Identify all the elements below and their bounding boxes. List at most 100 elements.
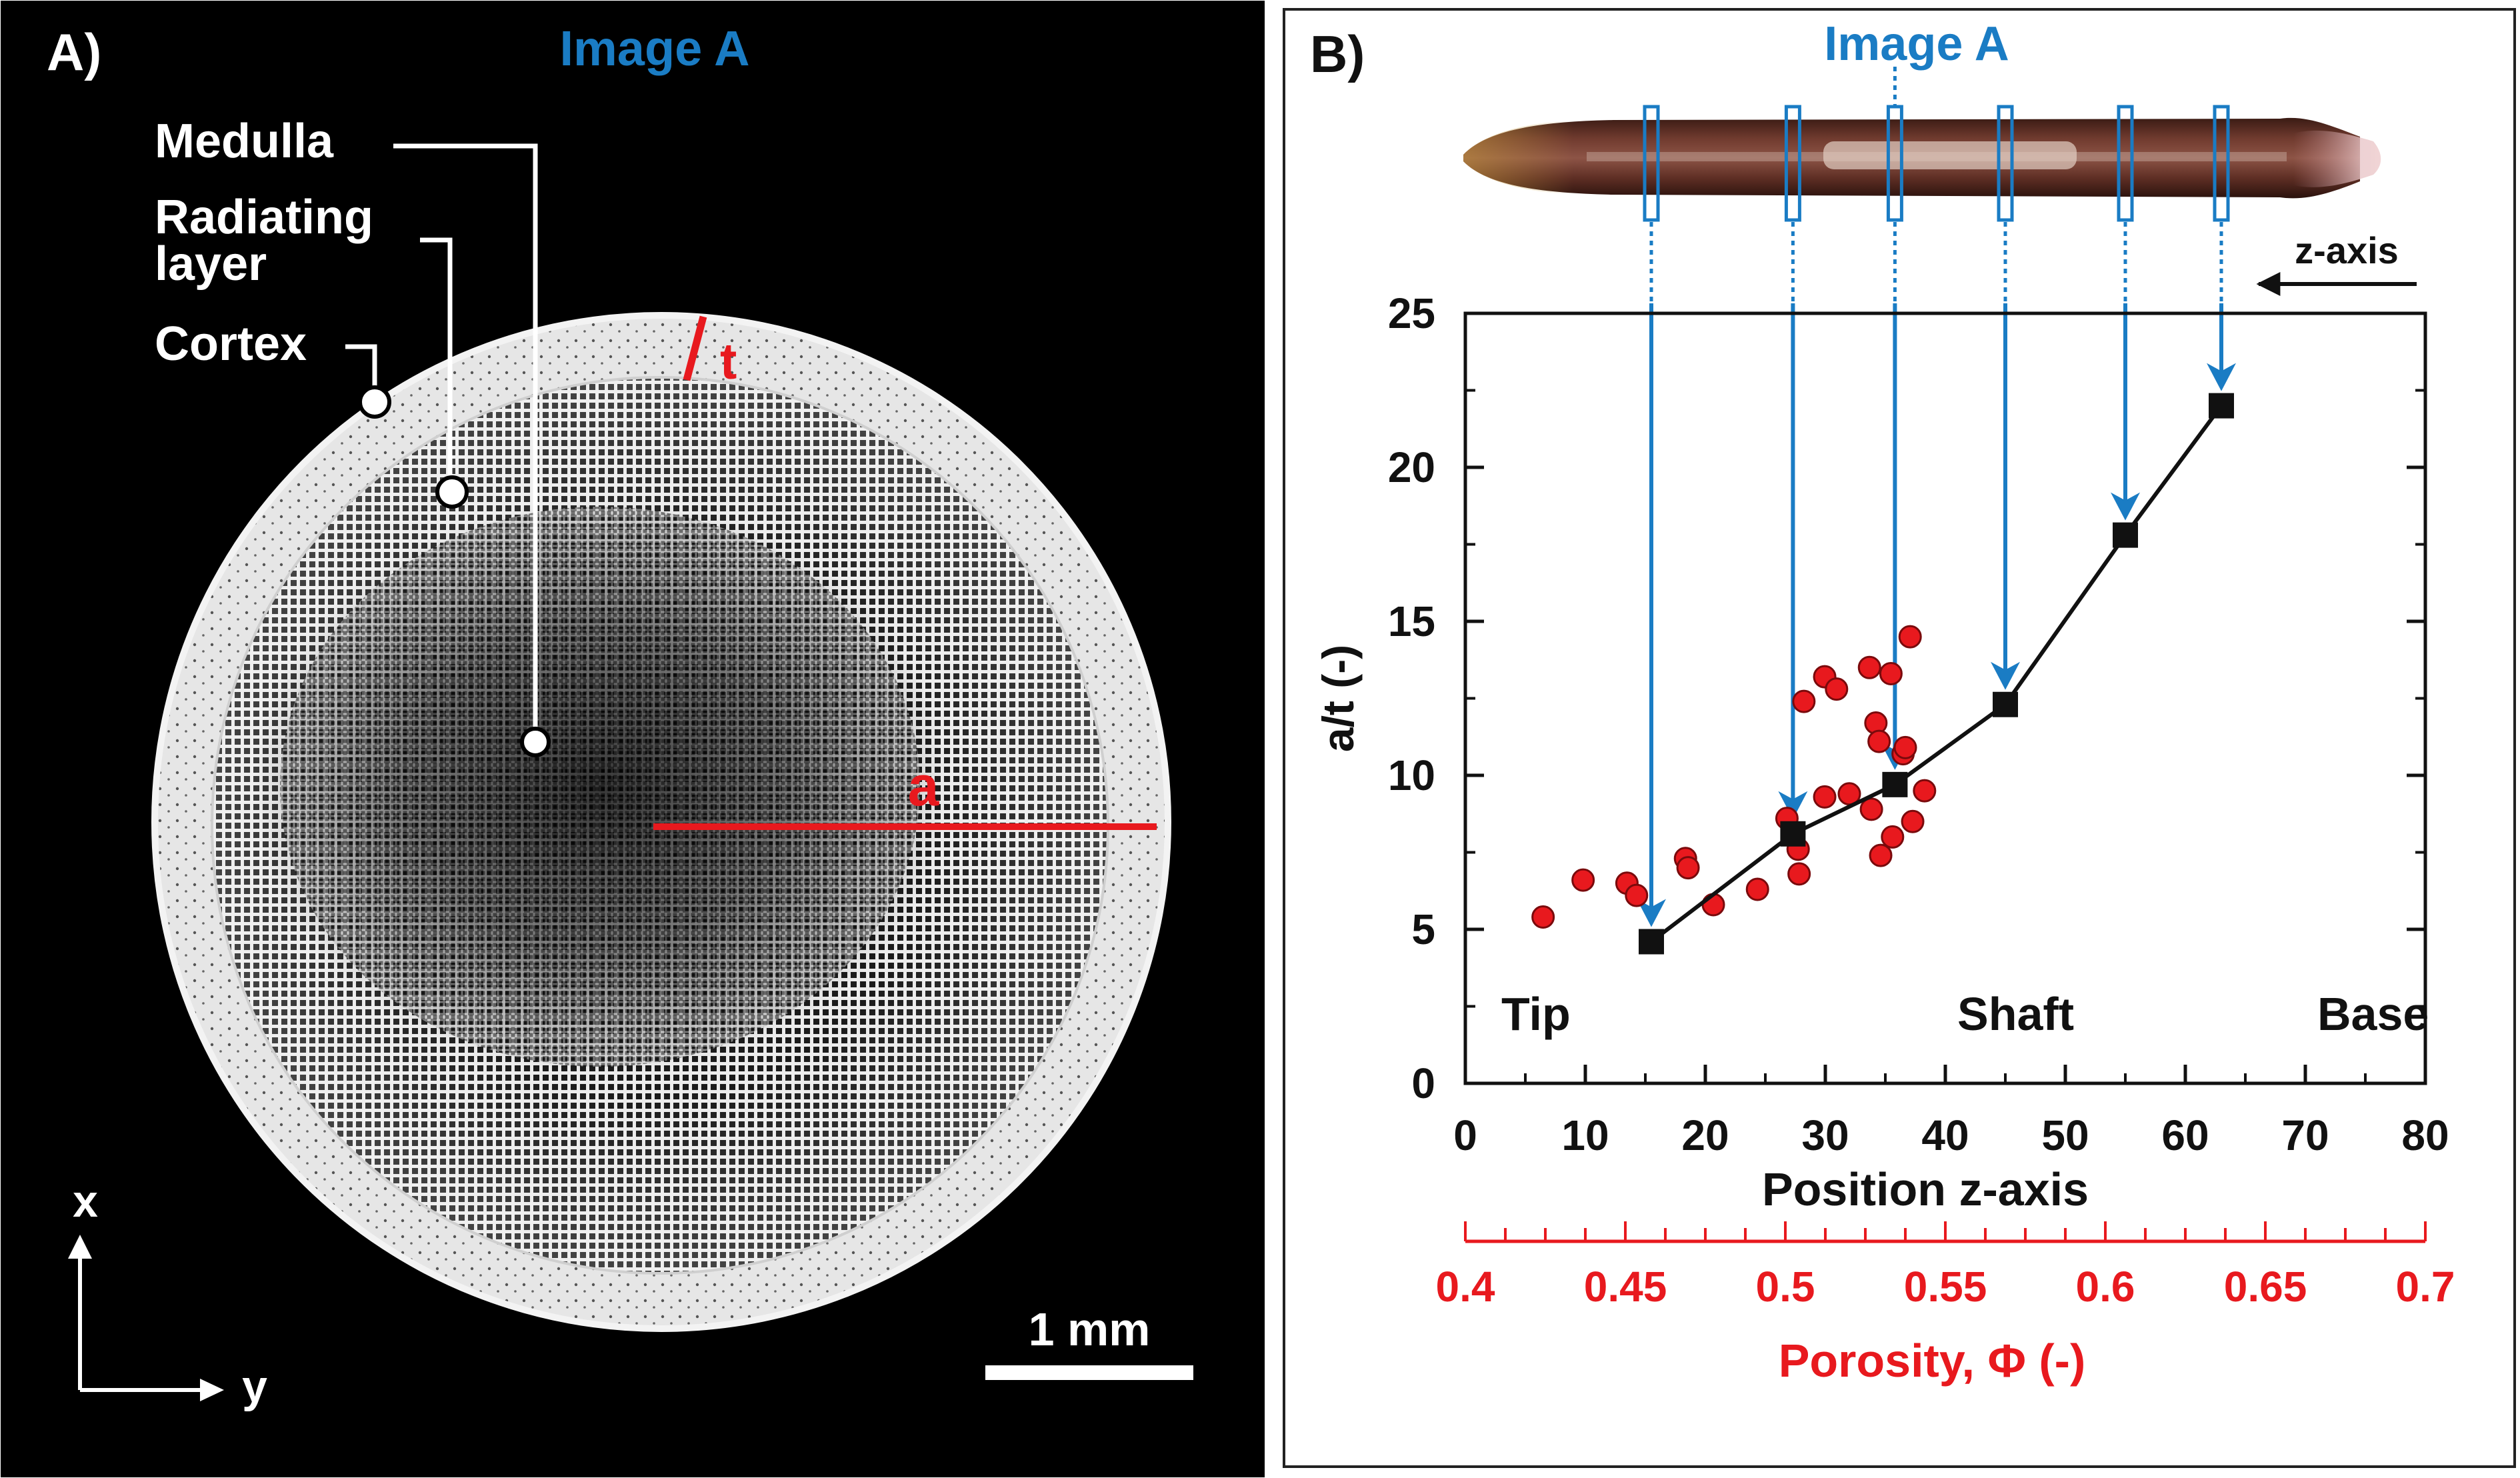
- cortex-leader: [345, 344, 377, 389]
- porosity-axis-title: Porosity, Φ (-): [1779, 1335, 2086, 1387]
- x-tick-label: 40: [1921, 1111, 1969, 1159]
- y-tick-label: 25: [1388, 289, 1435, 337]
- porosity-data-point: [1676, 856, 1700, 880]
- porosity-data-point: [1787, 862, 1811, 886]
- porosity-tick-label: 0.4: [1436, 1263, 1495, 1311]
- sample-arrowhead: [2111, 492, 2140, 521]
- position-data-point: [1993, 691, 2018, 717]
- x-tick-label: 10: [1561, 1111, 1609, 1159]
- radiating-label-line2: layer: [155, 237, 267, 291]
- sample-location-box: [2213, 105, 2230, 222]
- x-tick-label: 80: [2401, 1111, 2449, 1159]
- region-label: Shaft: [1957, 988, 2074, 1040]
- panel-b-image-title: Image A: [1824, 17, 2009, 71]
- panel-b: B) Image A z-axis 0 5 10 15 20 25 0 10 20 30 40 50 6…: [1283, 8, 2516, 1468]
- porosity-tick-label: 0.5: [1756, 1263, 1815, 1311]
- cortex-label: Cortex: [155, 317, 307, 371]
- quill-light-band: [1823, 141, 2077, 169]
- chart: 0 5 10 15 20 25 0 10 20 30 40 50 60 70 80 Position z-ax…: [1313, 67, 2455, 1387]
- x-tick-label: 50: [2041, 1111, 2089, 1159]
- porosity-data-point: [1745, 877, 1769, 901]
- sample-arrowhead: [1778, 791, 1808, 819]
- y-axis-indicator-label: y: [242, 1361, 267, 1412]
- porosity-data-point: [1898, 625, 1922, 649]
- x-tick-label: 30: [1801, 1111, 1849, 1159]
- sample-location-box: [2117, 105, 2134, 222]
- porosity-tick-label: 0.55: [1904, 1263, 1987, 1311]
- porosity-data-point: [1913, 779, 1937, 803]
- y-tick-label: 5: [1411, 905, 1435, 953]
- quill-photo: [1463, 117, 2381, 199]
- cortex-marker: [358, 385, 391, 419]
- medulla-shadow: [253, 500, 947, 1073]
- porosity-data-point: [1813, 785, 1837, 809]
- y-tick-label: 0: [1411, 1059, 1435, 1107]
- porosity-data-point: [1901, 809, 1925, 833]
- porosity-data-point: [1867, 729, 1891, 753]
- cross-section-image: [151, 312, 1171, 1332]
- position-series-line: [1650, 404, 2223, 943]
- annotation-leaders: [345, 143, 538, 740]
- x-tick-label: 60: [2161, 1111, 2209, 1159]
- position-data-point: [2209, 393, 2234, 419]
- sample-location-box: [1643, 105, 1660, 222]
- region-label: Tip: [1501, 988, 1571, 1040]
- porosity-tick-label: 0.6: [2076, 1263, 2135, 1311]
- porosity-tick-label: 0.45: [1584, 1263, 1667, 1311]
- y-tick-label: 20: [1388, 443, 1435, 491]
- porosity-data-point: [1869, 843, 1893, 867]
- x-axis-indicator-label: x: [73, 1176, 98, 1227]
- x-axis-arrowhead: [68, 1235, 92, 1259]
- radiating-leader: [420, 237, 453, 477]
- scale-bar: [985, 1365, 1193, 1380]
- porosity-data-point: [1881, 825, 1905, 849]
- x-tick-label: 0: [1453, 1111, 1477, 1159]
- porosity-data-point: [1792, 689, 1816, 713]
- position-data-point: [1780, 821, 1806, 847]
- y-tick-label: 15: [1388, 597, 1435, 645]
- panel-a: A) Image A Medulla Radiating layer Corte…: [1, 1, 1265, 1477]
- z-axis-label: z-axis: [2295, 229, 2399, 271]
- radius-label: a: [908, 755, 940, 817]
- thickness-line: [683, 315, 707, 381]
- porosity-data-point: [1859, 797, 1883, 821]
- quill-tip-shade: [1463, 121, 1573, 194]
- x-tick-label: 20: [1681, 1111, 1729, 1159]
- thickness-label: t: [720, 333, 737, 390]
- porosity-data-point: [1857, 655, 1881, 679]
- porosity-data-point: [1825, 677, 1849, 701]
- porosity-data-point: [1571, 868, 1595, 892]
- medulla-label: Medulla: [155, 115, 334, 168]
- position-data-point: [1639, 929, 1664, 955]
- position-data-point: [1882, 771, 1908, 797]
- porosity-tick-label: 0.7: [2396, 1263, 2455, 1311]
- medulla-leader: [393, 143, 538, 740]
- y-tick-label: 10: [1388, 751, 1435, 799]
- sample-location-box: [1997, 105, 2014, 222]
- xy-axes-indicator: [68, 1235, 224, 1401]
- porosity-data-point: [1531, 905, 1555, 929]
- panel-b-label: B): [1310, 25, 1365, 83]
- sample-location-box: [1784, 105, 1801, 222]
- y-axis-arrowhead: [200, 1379, 224, 1401]
- y-axis-title: a/t (-): [1313, 645, 1363, 752]
- x-axis-title: Position z-axis: [1762, 1163, 2089, 1215]
- porosity-data-point: [1625, 883, 1649, 907]
- sample-arrowhead: [1637, 899, 1666, 927]
- sample-arrowhead: [1991, 661, 2020, 690]
- radiating-layer-marker: [435, 475, 469, 509]
- radiating-label-line1: Radiating: [155, 191, 373, 244]
- quill-base: [2293, 130, 2381, 187]
- scale-bar-label: 1 mm: [1029, 1303, 1151, 1355]
- panel-a-label: A): [47, 23, 101, 81]
- porosity-data-point: [1701, 893, 1725, 917]
- panel-a-image-title: Image A: [559, 21, 749, 76]
- sample-arrowhead: [2207, 363, 2236, 391]
- porosity-tick-label: 0.65: [2224, 1263, 2307, 1311]
- porosity-data-point: [1879, 662, 1903, 686]
- porosity-data-point: [1893, 735, 1917, 759]
- medulla-marker: [520, 727, 551, 757]
- position-data-point: [2113, 522, 2138, 548]
- region-label: Base: [2317, 988, 2429, 1040]
